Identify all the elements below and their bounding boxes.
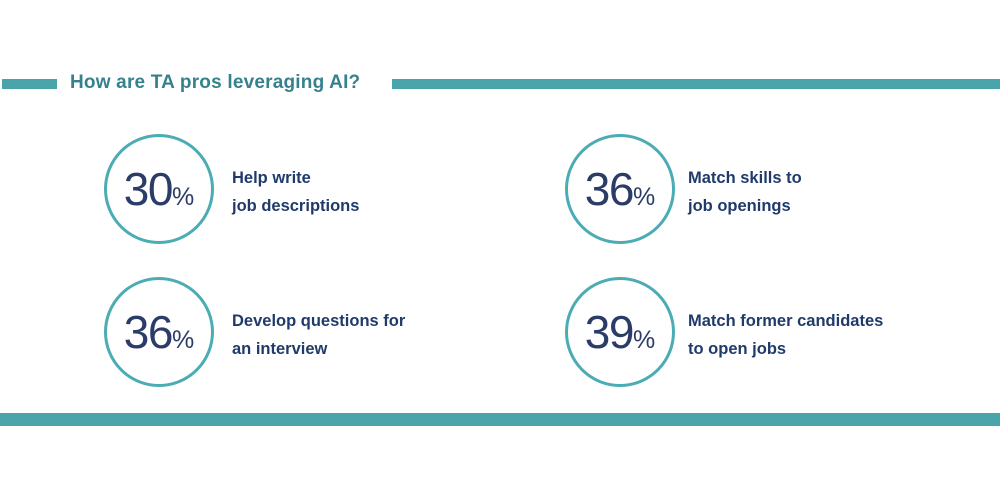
stat-number: 36 [123, 306, 174, 358]
stat-label-line1: Match skills to [688, 169, 802, 187]
header-accent-bar-right [392, 79, 1000, 89]
stat-circle-match-skills: 36% [565, 134, 675, 244]
stat-circle-help-write: 30% [104, 134, 214, 244]
stat-label-line2: to open jobs [688, 340, 787, 358]
stat-label-match-skills: Match skills to job openings [688, 164, 802, 220]
stat-value: 36% [585, 166, 655, 212]
stat-label-develop-questions: Develop questions for an interview [232, 307, 405, 363]
stat-label-line1: Help write [232, 169, 311, 187]
stat-label-line1: Match former candidates [688, 312, 884, 330]
stat-label-line2: job descriptions [232, 197, 360, 215]
percent-sign: % [171, 326, 195, 354]
stat-circle-develop-questions: 36% [104, 277, 214, 387]
stat-value: 30% [124, 166, 194, 212]
stat-value: 39% [585, 309, 655, 355]
stat-number: 30 [123, 163, 174, 215]
stat-value: 36% [124, 309, 194, 355]
stat-label-line2: job openings [688, 197, 791, 215]
stat-label-line1: Develop questions for [232, 312, 406, 330]
stat-circle-match-former-candidates: 39% [565, 277, 675, 387]
page-title: How are TA pros leveraging AI? [70, 72, 361, 93]
stat-label-line2: an interview [232, 340, 328, 358]
header-accent-bar-left [2, 79, 57, 89]
stat-label-match-former-candidates: Match former candidates to open jobs [688, 307, 883, 363]
stat-number: 39 [584, 306, 635, 358]
percent-sign: % [171, 183, 195, 211]
stat-number: 36 [584, 163, 635, 215]
percent-sign: % [632, 326, 656, 354]
percent-sign: % [632, 183, 656, 211]
stat-label-help-write: Help write job descriptions [232, 164, 359, 220]
footer-accent-bar [0, 413, 1000, 426]
